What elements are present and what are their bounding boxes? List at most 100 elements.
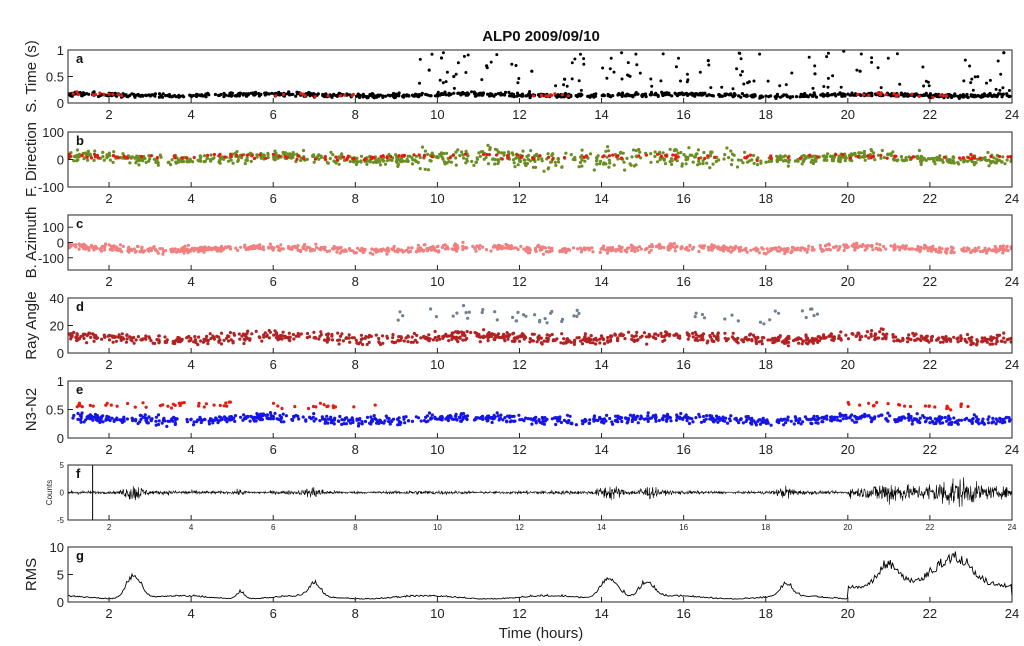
x-tick-label: 6 xyxy=(270,357,277,372)
point xyxy=(559,420,564,425)
point xyxy=(307,90,311,95)
point xyxy=(916,337,920,341)
point xyxy=(876,91,880,95)
outlier-point xyxy=(973,75,977,79)
point xyxy=(209,336,213,341)
point xyxy=(564,151,568,155)
point xyxy=(844,413,848,417)
point xyxy=(323,157,328,162)
point xyxy=(481,245,485,249)
point xyxy=(451,331,455,335)
outlier-point xyxy=(452,86,456,90)
point xyxy=(461,338,465,342)
point xyxy=(680,164,684,168)
point xyxy=(994,247,998,251)
point xyxy=(910,92,914,96)
point xyxy=(401,314,405,318)
point xyxy=(608,339,612,343)
point xyxy=(418,93,422,97)
point xyxy=(368,92,372,97)
point xyxy=(222,91,226,96)
outlier-point xyxy=(480,78,484,82)
point xyxy=(363,336,367,340)
point xyxy=(839,330,843,334)
outlier-point xyxy=(601,66,605,70)
point xyxy=(696,148,701,152)
point xyxy=(217,340,221,344)
point xyxy=(610,334,614,338)
point xyxy=(154,419,158,423)
point xyxy=(106,417,110,421)
point xyxy=(668,147,672,151)
point xyxy=(212,152,216,157)
point xyxy=(606,145,610,149)
point xyxy=(825,247,829,252)
point xyxy=(474,249,478,253)
point xyxy=(305,157,309,161)
point xyxy=(980,339,984,344)
outlier-point xyxy=(456,61,460,65)
point xyxy=(99,415,103,419)
outlier-point xyxy=(439,56,444,60)
point xyxy=(246,93,250,97)
point xyxy=(486,162,491,166)
outlier-point xyxy=(510,62,514,66)
point xyxy=(292,245,296,249)
point xyxy=(691,335,695,339)
point xyxy=(691,160,695,164)
outlier-point xyxy=(438,78,442,82)
point xyxy=(477,151,481,155)
y-tick-label: 0.5 xyxy=(46,70,64,85)
point xyxy=(623,168,627,172)
point xyxy=(886,419,890,423)
x-tick-label: 22 xyxy=(923,107,937,122)
point xyxy=(915,412,919,416)
point xyxy=(461,153,465,157)
point xyxy=(538,318,542,323)
point xyxy=(808,153,812,157)
point xyxy=(925,334,929,338)
point xyxy=(319,330,323,334)
point xyxy=(448,93,452,97)
point xyxy=(711,162,715,166)
point xyxy=(478,335,482,339)
outlier-point xyxy=(570,61,574,65)
point xyxy=(799,422,803,426)
point xyxy=(879,413,883,417)
point xyxy=(952,161,956,165)
point xyxy=(252,156,256,160)
point xyxy=(450,247,454,251)
point xyxy=(361,342,365,347)
point xyxy=(464,149,468,153)
point xyxy=(250,332,254,336)
point xyxy=(367,333,372,337)
outlier-point xyxy=(811,86,815,90)
point xyxy=(399,335,403,339)
x-tick-label: 12 xyxy=(512,274,526,289)
x-tick-label: 4 xyxy=(188,191,195,206)
point xyxy=(969,250,973,255)
point xyxy=(282,420,286,424)
point xyxy=(262,333,266,337)
point xyxy=(977,246,981,250)
point xyxy=(750,422,754,426)
point xyxy=(292,415,296,419)
point xyxy=(330,332,334,337)
point xyxy=(595,159,599,163)
point xyxy=(160,247,164,251)
point xyxy=(736,319,740,323)
point xyxy=(566,94,571,98)
point xyxy=(238,337,242,341)
point xyxy=(178,94,182,99)
point xyxy=(769,423,773,427)
point xyxy=(242,337,246,341)
point xyxy=(703,156,707,160)
point xyxy=(398,422,402,427)
point xyxy=(267,336,271,340)
point xyxy=(336,331,340,335)
point xyxy=(465,91,469,95)
point xyxy=(660,334,664,338)
point xyxy=(759,159,763,163)
point xyxy=(240,153,244,157)
